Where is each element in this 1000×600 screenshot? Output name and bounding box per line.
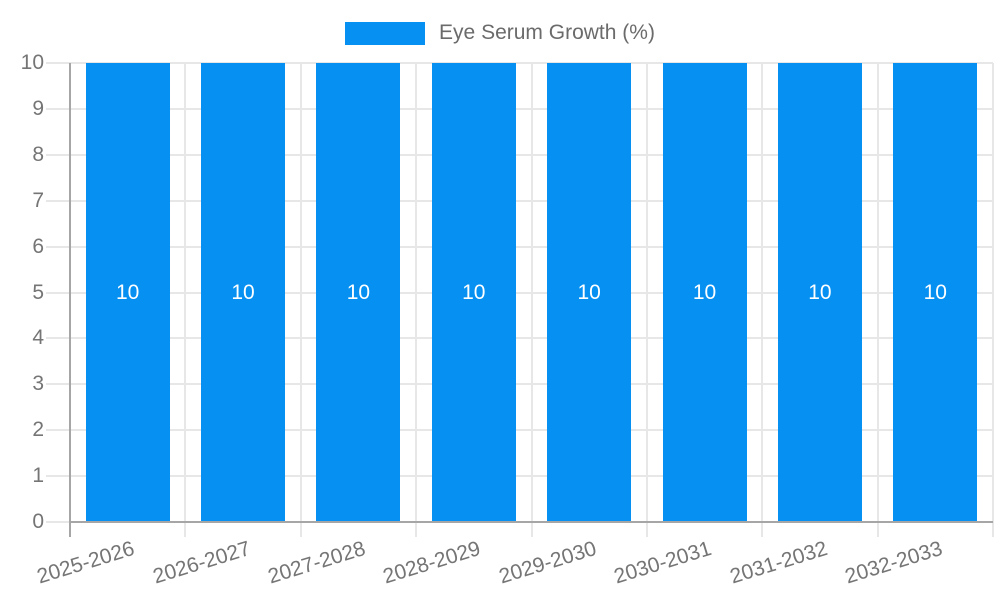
bar[interactable]: 10 — [431, 63, 516, 522]
y-tick-label: 5 — [32, 280, 44, 304]
bar[interactable]: 10 — [316, 63, 401, 522]
x-tick-label: 2025-2026 — [34, 537, 138, 589]
x-gridline — [415, 63, 418, 537]
y-gridline — [46, 153, 993, 156]
legend-label: Eye Serum Growth (%) — [439, 21, 655, 44]
bar[interactable]: 10 — [777, 63, 862, 522]
y-gridline — [46, 62, 993, 64]
x-gridline — [992, 63, 994, 537]
bar-value-label: 10 — [346, 280, 371, 304]
x-gridline — [761, 63, 764, 537]
y-tick-label: 0 — [32, 510, 44, 533]
x-tick-label: 2028-2029 — [380, 537, 484, 589]
bar-value-label: 10 — [116, 280, 140, 304]
bar[interactable]: 10 — [547, 63, 632, 522]
y-gridline — [46, 337, 993, 340]
legend[interactable]: Eye Serum Growth (%) — [0, 19, 1000, 47]
x-tick-label: 2027-2028 — [265, 537, 369, 589]
bar[interactable]: 10 — [85, 63, 170, 522]
bar-value-label: 10 — [462, 280, 486, 304]
y-tick-label: 3 — [32, 372, 44, 396]
y-gridline — [46, 475, 993, 478]
y-tick-label: 1 — [32, 464, 44, 488]
y-axis-line — [69, 63, 71, 537]
y-tick-label: 6 — [32, 234, 44, 258]
bar[interactable]: 10 — [662, 63, 747, 522]
y-tick-label: 9 — [32, 96, 44, 120]
bar-value-label: 10 — [808, 280, 832, 304]
x-tick-label: 2031-2032 — [726, 537, 830, 589]
bar[interactable]: 10 — [201, 63, 286, 522]
x-tick-label: 2029-2030 — [496, 537, 599, 589]
x-gridline — [184, 63, 187, 537]
x-axis-line — [69, 521, 993, 523]
y-gridline — [46, 429, 993, 432]
y-gridline — [46, 245, 993, 248]
bar-value-label: 10 — [231, 280, 255, 304]
bar[interactable]: 10 — [893, 63, 978, 522]
bar-value-label: 10 — [923, 280, 947, 304]
y-gridline — [46, 291, 993, 294]
y-tick-label: 10 — [20, 51, 44, 74]
x-gridline — [645, 63, 648, 537]
x-gridline — [876, 63, 879, 537]
bar-value-label: 10 — [692, 280, 717, 304]
y-tick-label: 7 — [32, 188, 44, 212]
x-tick-label: 2026-2027 — [150, 537, 253, 589]
y-gridline — [46, 199, 993, 202]
y-gridline — [46, 107, 993, 110]
bar-value-label: 10 — [577, 280, 601, 304]
x-gridline — [530, 63, 533, 537]
x-tick-label: 2030-2031 — [611, 537, 715, 589]
y-tick-label: 2 — [32, 418, 44, 442]
y-tick-label: 8 — [32, 142, 44, 166]
legend-swatch — [345, 21, 426, 45]
x-gridline — [299, 63, 302, 537]
x-tick-label: 2032-2033 — [842, 537, 946, 589]
y-gridline — [46, 383, 993, 386]
y-tick-label: 4 — [32, 326, 44, 350]
